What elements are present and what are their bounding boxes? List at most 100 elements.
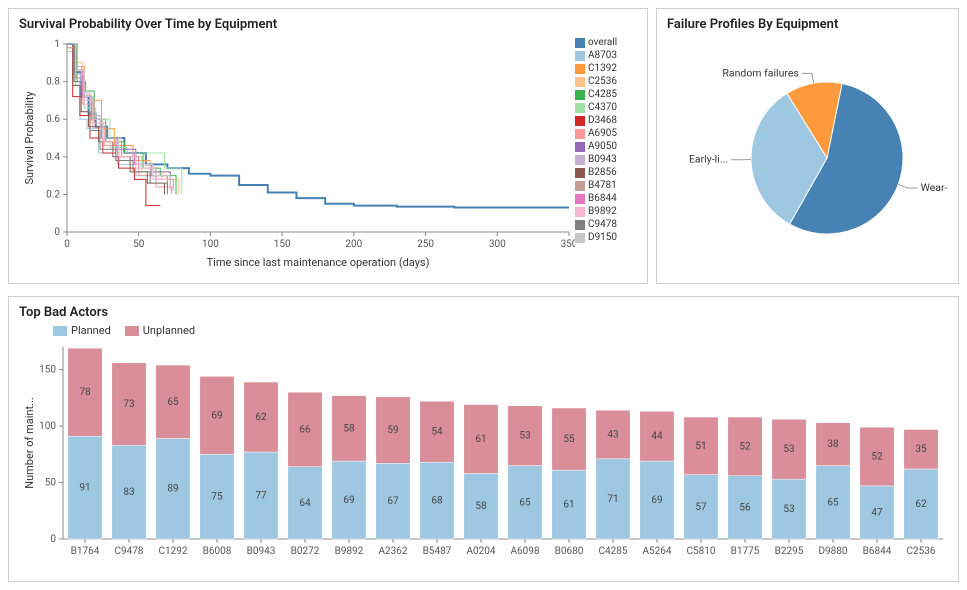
svg-text:B2295: B2295	[775, 546, 804, 557]
svg-text:69: 69	[651, 495, 662, 506]
survival-legend-item[interactable]: D9150	[575, 231, 635, 244]
svg-text:0: 0	[50, 534, 56, 545]
legend-label: A8703	[588, 49, 617, 62]
survival-legend-item[interactable]: A6905	[575, 127, 635, 140]
svg-text:56: 56	[739, 502, 751, 513]
survival-legend-item[interactable]: B0943	[575, 153, 635, 166]
legend-swatch	[575, 90, 585, 100]
svg-text:47: 47	[871, 507, 883, 518]
svg-text:52: 52	[871, 452, 883, 463]
svg-text:75: 75	[211, 492, 223, 503]
svg-text:100: 100	[39, 421, 56, 432]
svg-text:Random failures: Random failures	[722, 66, 798, 79]
survival-legend-item[interactable]: B2856	[575, 166, 635, 179]
legend-label: D3468	[588, 114, 617, 127]
svg-text:A6098: A6098	[510, 546, 539, 557]
svg-text:Wear-...: Wear-...	[921, 181, 947, 194]
svg-text:53: 53	[519, 431, 530, 442]
legend-label: C4285	[588, 88, 617, 101]
legend-swatch	[575, 207, 585, 217]
svg-text:51: 51	[695, 441, 706, 452]
svg-text:61: 61	[475, 434, 486, 445]
svg-text:71: 71	[607, 494, 618, 505]
svg-text:C9478: C9478	[115, 546, 144, 557]
svg-text:53: 53	[783, 444, 794, 455]
svg-text:54: 54	[431, 427, 443, 438]
svg-text:0: 0	[54, 227, 60, 238]
svg-text:66: 66	[299, 424, 311, 435]
svg-text:65: 65	[519, 497, 531, 508]
survival-legend-item[interactable]: C2536	[575, 75, 635, 88]
svg-text:300: 300	[489, 239, 506, 250]
legend-label: C1392	[588, 62, 617, 75]
survival-legend-item[interactable]: A9050	[575, 140, 635, 153]
survival-legend-item[interactable]: B9892	[575, 205, 635, 218]
badactors-legend-item: Planned	[53, 324, 111, 337]
svg-text:62: 62	[255, 412, 267, 423]
legend-label: Planned	[71, 324, 111, 337]
svg-text:57: 57	[695, 502, 707, 513]
legend-label: C9478	[588, 218, 617, 231]
legend-swatch	[575, 220, 585, 230]
svg-text:50: 50	[45, 478, 57, 489]
survival-legend-item[interactable]: A8703	[575, 49, 635, 62]
svg-text:89: 89	[167, 484, 178, 495]
svg-text:53: 53	[783, 504, 794, 515]
legend-swatch	[575, 181, 585, 191]
badactors-chart: 050100150Number of maint...9178B17648373…	[19, 341, 949, 573]
legend-label: C4370	[588, 101, 617, 114]
failure-pie: Wear-... Early-li... Random failures	[667, 36, 947, 272]
svg-text:1: 1	[54, 39, 60, 50]
legend-swatch	[575, 51, 585, 61]
svg-text:78: 78	[79, 387, 91, 398]
survival-legend[interactable]: overallA8703C1392C2536C4285C4370D3468A69…	[575, 36, 637, 276]
legend-swatch	[575, 168, 585, 178]
svg-text:35: 35	[915, 444, 927, 455]
svg-text:61: 61	[563, 500, 574, 511]
survival-legend-item[interactable]: C4370	[575, 101, 635, 114]
svg-text:64: 64	[299, 498, 311, 509]
legend-swatch	[575, 194, 585, 204]
legend-swatch	[575, 142, 585, 152]
svg-text:68: 68	[431, 496, 443, 507]
legend-label: B6844	[588, 192, 617, 205]
svg-text:43: 43	[607, 430, 618, 441]
svg-text:B0943: B0943	[247, 546, 276, 557]
badactors-legend: PlannedUnplanned	[53, 324, 948, 337]
svg-text:65: 65	[827, 497, 839, 508]
failure-title: Failure Profiles By Equipment	[667, 17, 948, 32]
svg-text:350: 350	[561, 239, 575, 250]
survival-legend-item[interactable]: C4285	[575, 88, 635, 101]
badactors-panel: Top Bad Actors PlannedUnplanned 05010015…	[8, 296, 959, 582]
svg-text:Time since last maintenance op: Time since last maintenance operation (d…	[207, 256, 430, 269]
legend-swatch	[575, 155, 585, 165]
svg-text:50: 50	[133, 239, 145, 250]
legend-label: A9050	[588, 140, 617, 153]
legend-swatch	[575, 129, 585, 139]
svg-text:Number of maint...: Number of maint...	[23, 397, 36, 489]
survival-legend-item[interactable]: overall	[575, 36, 635, 49]
legend-swatch	[575, 233, 585, 243]
svg-text:58: 58	[343, 423, 355, 434]
svg-text:100: 100	[202, 239, 219, 250]
survival-legend-item[interactable]: D3468	[575, 114, 635, 127]
svg-text:Early-li...: Early-li...	[689, 153, 728, 166]
svg-text:A0204: A0204	[466, 546, 495, 557]
survival-legend-item[interactable]: B4781	[575, 179, 635, 192]
svg-text:B5487: B5487	[423, 546, 452, 557]
svg-text:B1775: B1775	[731, 546, 760, 557]
badactors-title: Top Bad Actors	[19, 305, 948, 320]
svg-text:52: 52	[739, 441, 751, 452]
legend-swatch	[575, 64, 585, 74]
svg-text:B6008: B6008	[203, 546, 232, 557]
svg-text:A5264: A5264	[642, 546, 671, 557]
survival-legend-item[interactable]: B6844	[575, 192, 635, 205]
survival-legend-item[interactable]: C9478	[575, 218, 635, 231]
svg-text:B9892: B9892	[335, 546, 364, 557]
svg-text:65: 65	[167, 397, 179, 408]
survival-legend-item[interactable]: C1392	[575, 62, 635, 75]
svg-text:B6844: B6844	[863, 546, 892, 557]
legend-swatch	[575, 38, 585, 48]
survival-title: Survival Probability Over Time by Equipm…	[19, 17, 637, 32]
svg-text:69: 69	[211, 410, 222, 421]
